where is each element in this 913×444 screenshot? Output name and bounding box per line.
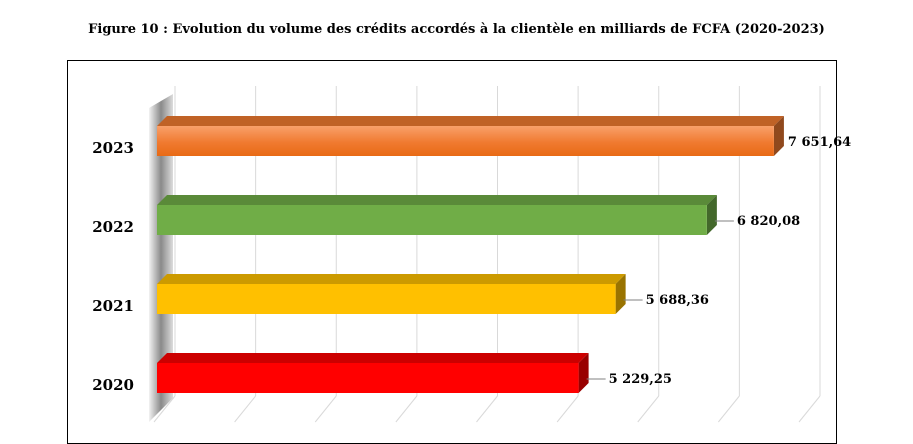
- figure-title: Figure 10 : Evolution du volume des créd…: [88, 22, 825, 37]
- grid-line: [234, 395, 257, 423]
- grid-line: [314, 395, 337, 423]
- bar-2022: [157, 205, 707, 235]
- grid-line: [153, 395, 176, 423]
- bar-top-face: [157, 116, 784, 126]
- data-label-2020: 5 229,25: [609, 372, 672, 387]
- bar-2023: [157, 126, 774, 156]
- bar-end-face: [578, 353, 589, 393]
- data-label-2023: 7 651,64: [788, 135, 851, 150]
- axis-wall-shade: [149, 94, 173, 422]
- bar-end-face: [706, 195, 717, 235]
- bar-top-face: [157, 195, 717, 205]
- grid-line: [556, 395, 579, 423]
- bars: [157, 116, 784, 393]
- bar-top-face: [157, 274, 626, 284]
- bar-2020: [157, 363, 579, 393]
- category-label-2020: 2020: [92, 376, 134, 394]
- category-label-2023: 2023: [92, 139, 134, 157]
- data-label-2021: 5 688,36: [646, 293, 709, 308]
- bar-end-face: [773, 116, 784, 156]
- axis-wall: [149, 94, 173, 422]
- category-label-2022: 2022: [92, 218, 134, 236]
- grid-line: [798, 395, 821, 423]
- grid-line: [717, 395, 740, 423]
- category-label-2021: 2021: [92, 297, 134, 315]
- data-label-2022: 6 820,08: [737, 214, 800, 229]
- grid-line: [476, 395, 498, 423]
- grid-line: [637, 395, 660, 423]
- bar-top-face: [157, 353, 589, 363]
- grid-line: [395, 395, 418, 423]
- labels: 2023 7 651,64 2022 6 820,08 2021 5 688,36 2020…: [92, 135, 851, 394]
- bar-end-face: [615, 274, 626, 314]
- bar-2021: [157, 284, 616, 314]
